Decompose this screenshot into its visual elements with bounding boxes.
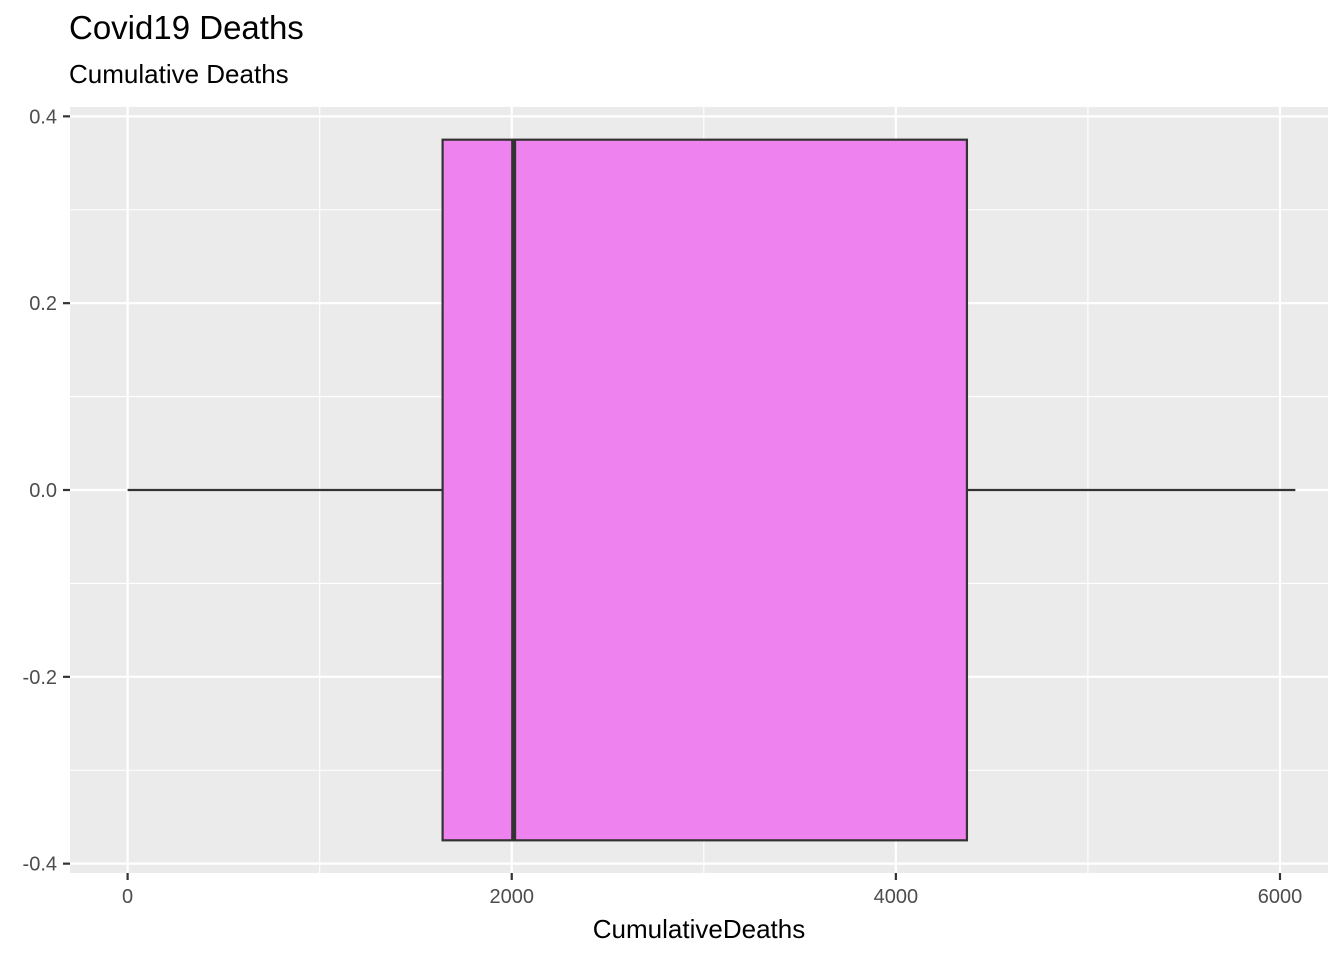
x-axis: 0 2000 4000 6000: [122, 873, 1302, 908]
chart-title: Covid19 Deaths: [69, 9, 304, 46]
x-tick-label: 4000: [874, 886, 919, 908]
y-tick-label: -0.4: [23, 854, 57, 876]
y-tick-label: 0.2: [29, 293, 57, 315]
y-axis: 0.4 0.2 0.0 -0.2 -0.4: [23, 106, 70, 876]
x-tick-label: 2000: [489, 886, 534, 908]
x-axis-title: CumulativeDeaths: [593, 914, 805, 944]
x-tick-label: 0: [122, 886, 133, 908]
box-layer: [127, 138, 1296, 842]
x-tick-label: 6000: [1258, 886, 1303, 908]
iqr-box: [441, 138, 969, 842]
chart-subtitle: Cumulative Deaths: [69, 59, 289, 89]
y-tick-label: -0.2: [23, 667, 57, 689]
y-tick-label: 0.0: [29, 480, 57, 502]
y-tick-label: 0.4: [29, 106, 57, 128]
